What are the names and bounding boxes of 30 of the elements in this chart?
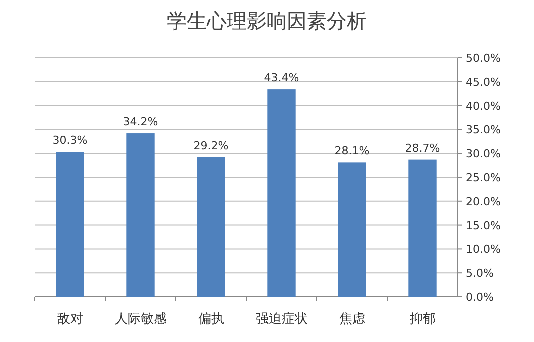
y-tick-label: 10.0% (466, 243, 501, 256)
data-label: 28.7% (405, 142, 440, 155)
y-tick-label: 50.0% (466, 52, 501, 65)
y-tick-label: 25.0% (466, 172, 501, 184)
data-label: 43.4% (264, 72, 300, 85)
bar (56, 152, 84, 297)
data-label: 29.2% (194, 139, 229, 152)
bar (268, 90, 296, 297)
x-tick-label: 强迫症状 (256, 312, 308, 327)
y-tick-label: 20.0% (466, 195, 501, 208)
y-tick-label: 0.0% (466, 291, 494, 304)
y-tick-label: 15.0% (466, 219, 501, 232)
x-tick-label: 敌对 (57, 312, 84, 327)
data-label: 28.1% (334, 144, 370, 158)
bar (408, 160, 437, 297)
y-tick-label: 40.0% (466, 100, 501, 113)
bar (126, 134, 155, 297)
x-tick-label: 抑郁 (410, 312, 436, 327)
y-tick-label: 5.0% (466, 267, 494, 280)
x-tick-label: 偏执 (198, 312, 224, 327)
y-tick-label: 30.0% (466, 148, 501, 161)
x-tick-label: 人际敏感 (114, 312, 167, 327)
y-tick-label: 45.0% (466, 76, 501, 89)
y-tick-label: 35.0% (466, 124, 501, 137)
x-tick-label: 焦虑 (339, 312, 366, 327)
data-label: 34.2% (123, 116, 158, 129)
bar (338, 162, 366, 297)
chart-title: 学生心理影响因素分析 (167, 9, 367, 33)
bar (197, 157, 226, 297)
data-label: 30.3% (52, 134, 88, 148)
